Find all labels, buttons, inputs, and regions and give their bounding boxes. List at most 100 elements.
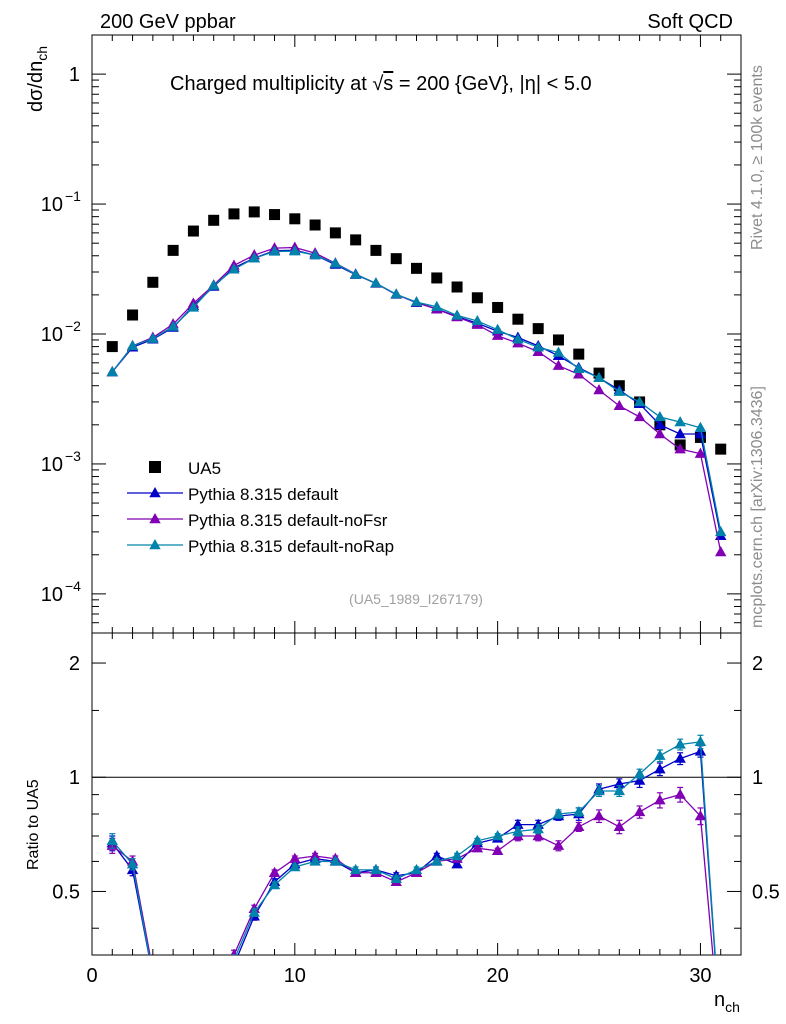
ua5-data-point	[552, 334, 564, 346]
y-tick-label-ratio-left: 1	[69, 767, 80, 789]
side-label-rivet: Rivet 4.1.0, ≥ 100k events	[749, 65, 766, 250]
ratio-point-default	[451, 858, 463, 869]
ratio-point-norap	[410, 863, 423, 875]
series-point-norap	[491, 323, 504, 334]
series-point-norap	[268, 245, 281, 256]
ratio-line-default	[111, 750, 716, 955]
ratio-point-norap	[654, 749, 666, 760]
series-point-default	[694, 427, 707, 439]
series-point-default	[674, 427, 686, 439]
y-tick-label-ratio-right: 0.5	[752, 881, 780, 903]
series-point-norap	[329, 257, 342, 268]
ratio-plot-area	[106, 734, 716, 1023]
ratio-plot-frame	[91, 632, 742, 956]
ua5-data-point	[309, 219, 321, 231]
ratio-point-nofsr	[674, 788, 686, 799]
ua5-data-point	[492, 301, 504, 313]
series-point-nofsr	[674, 443, 686, 454]
series-point-norap	[694, 421, 707, 432]
ratio-point-norap	[471, 834, 484, 845]
ratio-point-norap	[613, 784, 626, 796]
ua5-data-point	[471, 292, 483, 304]
y-tick-label-ratio-left: 0.5	[52, 881, 80, 903]
series-point-nofsr	[633, 410, 646, 422]
series-point-norap	[167, 320, 179, 331]
series-point-norap	[349, 268, 362, 279]
ratio-point-norap	[268, 878, 281, 890]
ratio-point-nofsr	[633, 805, 646, 817]
legend-label-nofsr: Pythia 8.315 default-noFsr	[188, 511, 388, 530]
ua5-data-point	[147, 276, 159, 288]
y-tick-label-main: 10	[41, 194, 63, 216]
ratio-point-norap	[431, 855, 443, 866]
series-point-norap	[207, 279, 220, 290]
series-point-default	[654, 418, 666, 430]
ratio-point-nofsr	[309, 850, 321, 861]
ua5-data-point	[715, 443, 727, 455]
series-point-nofsr	[593, 384, 605, 395]
ratio-point-default	[431, 850, 443, 861]
ratio-point-norap	[573, 805, 585, 817]
ua5-data-point	[431, 272, 443, 284]
ratio-point-nofsr	[654, 794, 666, 805]
ratio-point-nofsr	[208, 1013, 219, 1023]
series-point-norap	[126, 339, 139, 351]
series-point-norap	[471, 314, 484, 326]
legend-marker-default	[149, 487, 161, 498]
x-tick-label: 30	[689, 965, 711, 987]
y-tick-label-ratio-left: 2	[69, 653, 80, 675]
legend-label-norap: Pythia 8.315 default-noRap	[188, 537, 394, 556]
ratio-point-norap	[329, 855, 342, 866]
ratio-point-default	[228, 959, 239, 969]
series-point-norap	[512, 333, 524, 344]
series-point-norap	[248, 252, 260, 263]
series-point-nofsr	[715, 546, 727, 557]
x-tick-label: 20	[487, 965, 509, 987]
xlabel-n: n	[714, 989, 725, 1011]
ratio-point-norap	[370, 863, 382, 875]
chart-title-prefix: Charged multiplicity at	[170, 73, 372, 95]
ua5-data-point	[390, 253, 402, 265]
ratio-point-nofsr	[573, 820, 585, 832]
ratio-point-norap	[390, 872, 402, 883]
x-tick-label: 0	[86, 965, 97, 987]
series-point-norap	[613, 385, 626, 396]
ylabel-sub: ch	[34, 46, 50, 61]
ua5-data-point	[451, 281, 463, 293]
series-point-norap	[187, 301, 200, 312]
y-tick-label-main: 1	[69, 64, 80, 86]
series-point-norap	[370, 277, 382, 288]
series-point-nofsr	[491, 329, 504, 340]
ylabel-sigma: σ	[25, 88, 47, 101]
ratio-point-norap	[126, 858, 139, 869]
ua5-data-point	[289, 213, 301, 225]
ua5-data-point	[208, 214, 220, 226]
series-point-norap	[309, 249, 321, 260]
legend-label-ua5: UA5	[188, 459, 221, 478]
ratio-point-norap	[491, 830, 504, 841]
header-left-label: 200 GeV ppbar	[100, 11, 236, 33]
ratio-point-norap	[694, 735, 707, 747]
ratio-point-norap	[233, 953, 235, 955]
series-point-norap	[593, 371, 605, 383]
series-point-norap	[431, 300, 443, 311]
series-point-norap	[573, 362, 585, 373]
ratio-point-norap	[674, 738, 686, 749]
ratio-point-default	[674, 752, 686, 763]
ratio-point-default	[147, 970, 158, 980]
ratio-point-nofsr	[491, 844, 504, 855]
ratio-line-nofsr	[111, 793, 714, 955]
y-tick-label-main: 10	[41, 324, 63, 346]
y-tick-label-main: 10	[41, 584, 63, 606]
ua5-data-point	[127, 309, 139, 321]
ua5-data-point	[248, 206, 260, 218]
analysis-watermark: (UA5_1989_I267179)	[349, 591, 483, 607]
ua5-data-point	[411, 262, 422, 274]
series-point-norap	[106, 365, 118, 377]
series-point-norap	[147, 332, 159, 343]
ua5-data-point	[573, 348, 585, 360]
y-tick-label-main: 10	[41, 454, 63, 476]
ratio-point-norap	[289, 861, 301, 872]
series-point-nofsr	[573, 368, 585, 379]
